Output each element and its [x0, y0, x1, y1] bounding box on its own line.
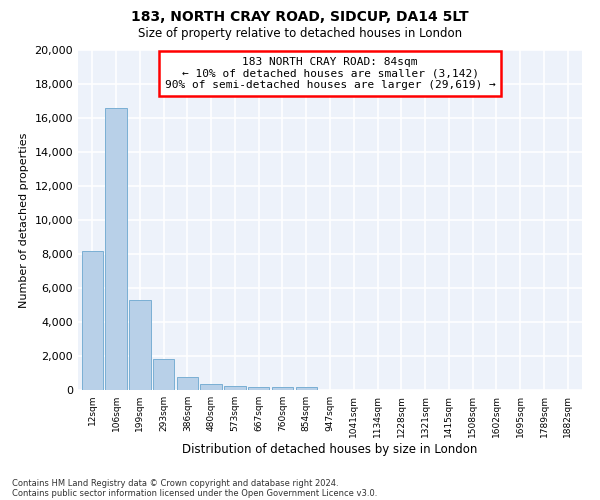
X-axis label: Distribution of detached houses by size in London: Distribution of detached houses by size …	[182, 442, 478, 456]
Bar	[224, 386, 245, 390]
Bar	[82, 252, 103, 390]
Bar	[200, 384, 222, 390]
Bar	[248, 386, 269, 390]
Text: 183 NORTH CRAY ROAD: 84sqm
← 10% of detached houses are smaller (3,142)
90% of s: 183 NORTH CRAY ROAD: 84sqm ← 10% of deta…	[164, 57, 496, 90]
Y-axis label: Number of detached properties: Number of detached properties	[19, 132, 29, 308]
Text: Contains HM Land Registry data © Crown copyright and database right 2024.: Contains HM Land Registry data © Crown c…	[12, 478, 338, 488]
Bar	[106, 108, 127, 390]
Bar	[129, 300, 151, 390]
Text: 183, NORTH CRAY ROAD, SIDCUP, DA14 5LT: 183, NORTH CRAY ROAD, SIDCUP, DA14 5LT	[131, 10, 469, 24]
Text: Contains public sector information licensed under the Open Government Licence v3: Contains public sector information licen…	[12, 488, 377, 498]
Bar	[296, 388, 317, 390]
Bar	[176, 378, 198, 390]
Bar	[153, 360, 174, 390]
Text: Size of property relative to detached houses in London: Size of property relative to detached ho…	[138, 28, 462, 40]
Bar	[272, 387, 293, 390]
